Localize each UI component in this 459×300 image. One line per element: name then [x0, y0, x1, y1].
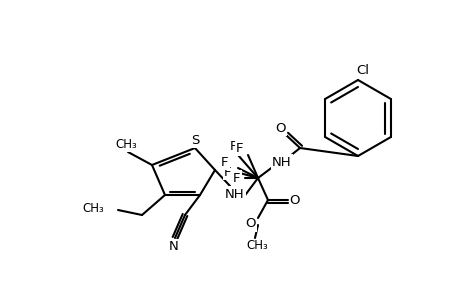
Text: F: F	[224, 166, 231, 178]
Text: Cl: Cl	[356, 64, 369, 76]
Text: O: O	[289, 194, 300, 206]
Text: F: F	[233, 172, 240, 184]
Text: F: F	[236, 142, 243, 154]
Text: N: N	[169, 241, 179, 254]
Text: CH₃: CH₃	[246, 239, 267, 253]
Text: NH: NH	[225, 188, 244, 200]
Text: F: F	[230, 140, 237, 154]
Text: O: O	[275, 122, 285, 134]
Text: O: O	[245, 218, 256, 230]
Text: S: S	[190, 134, 199, 146]
Text: CH₃: CH₃	[82, 202, 104, 215]
Text: F: F	[221, 155, 228, 169]
Text: NH: NH	[272, 155, 291, 169]
Text: CH₃: CH₃	[115, 139, 137, 152]
